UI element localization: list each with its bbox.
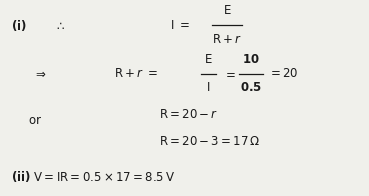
Text: $\mathrm{R = 20 - 3 = 17\,\Omega}$: $\mathrm{R = 20 - 3 = 17\,\Omega}$ [159,135,260,148]
Text: $\mathrm{I}$: $\mathrm{I}$ [206,81,211,94]
Text: $\Rightarrow$: $\Rightarrow$ [33,67,47,80]
Text: $= 20$: $= 20$ [268,67,298,80]
Text: $\mathbf{10}$: $\mathbf{10}$ [242,53,260,66]
Text: $\mathrm{E}$: $\mathrm{E}$ [204,53,213,66]
Text: $\mathbf{(i)}$: $\mathbf{(i)}$ [11,18,27,33]
Text: $\mathrm{I}\ =$: $\mathrm{I}\ =$ [170,19,190,32]
Text: $=$: $=$ [223,67,236,80]
Text: $\therefore$: $\therefore$ [54,19,65,32]
Text: $\mathrm{R}+r$: $\mathrm{R}+r$ [212,33,242,46]
Text: $\mathrm{or}$: $\mathrm{or}$ [28,114,42,127]
Text: $\mathbf{0.5}$: $\mathbf{0.5}$ [240,81,262,94]
Text: $\mathrm{R}+r\ =$: $\mathrm{R}+r\ =$ [114,67,159,80]
Text: $\mathbf{(ii)}$$\ \mathrm{V = IR = 0.5 \times 17 = 8.5\,V}$: $\mathbf{(ii)}$$\ \mathrm{V = IR = 0.5 \… [11,169,175,184]
Text: $\mathrm{E}$: $\mathrm{E}$ [223,4,231,17]
Text: $\mathrm{R = 20}-r$: $\mathrm{R = 20}-r$ [159,108,218,121]
